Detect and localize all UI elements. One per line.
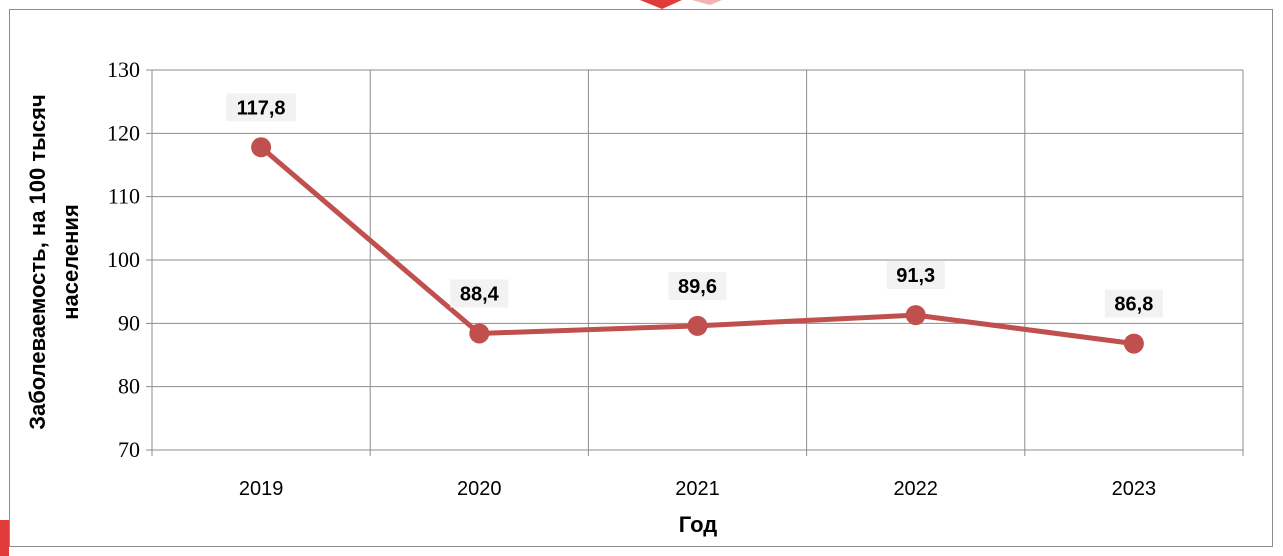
data-labels: 117,8 88,4 89,6 91,3 86,8 xyxy=(226,93,1163,318)
data-point-2020 xyxy=(469,323,490,344)
data-point-2021 xyxy=(687,315,708,336)
data-label-bg-2022 xyxy=(886,261,945,290)
x-axis-title: Год xyxy=(679,512,718,537)
decorative-corner-top-shape xyxy=(640,0,722,9)
x-tick-label-2023: 2023 xyxy=(1112,478,1157,500)
data-label-bg-2021 xyxy=(668,271,727,300)
series-group xyxy=(251,137,1144,354)
decorative-corner-left-shape xyxy=(0,520,9,556)
y-axis-title: Заболеваемость, на 100 тысяч населения xyxy=(25,94,83,430)
decorative-corner-top xyxy=(622,0,722,9)
data-label-2021: 89,6 xyxy=(678,276,717,298)
data-point-2019 xyxy=(251,137,272,158)
data-label-2022: 91,3 xyxy=(896,265,935,287)
y-tick-label-130: 130 xyxy=(107,57,140,82)
x-tick-label-2022: 2022 xyxy=(893,478,938,500)
data-label-bg-2019 xyxy=(226,93,296,122)
data-label-bg-2023 xyxy=(1104,289,1163,318)
grid-lines xyxy=(146,69,1244,456)
data-point-2022 xyxy=(905,305,926,326)
y-tick-label-90: 90 xyxy=(118,310,140,335)
y-tick-label-110: 110 xyxy=(108,184,140,209)
y-tick-label-120: 120 xyxy=(107,120,140,145)
data-label-bg-2020 xyxy=(450,279,509,308)
chart-frame xyxy=(9,9,1273,547)
x-tick-label-2019: 2019 xyxy=(239,478,284,500)
y-axis-title-line-1: Заболеваемость, на 100 тысяч xyxy=(25,94,50,430)
y-axis-title-line-2: населения xyxy=(58,204,83,320)
y-tick-label-70: 70 xyxy=(118,437,140,462)
y-axis-ticks: 70 80 90 100 110 120 130 xyxy=(107,57,140,462)
decorative-corner-left xyxy=(0,520,9,556)
x-tick-label-2020: 2020 xyxy=(457,478,502,500)
data-point-2023 xyxy=(1123,333,1144,354)
x-axis-ticks: 2019 2020 2021 2022 2023 xyxy=(239,478,1156,500)
y-tick-label-100: 100 xyxy=(107,247,140,272)
x-tick-label-2021: 2021 xyxy=(675,478,720,500)
data-label-2019: 117,8 xyxy=(237,97,286,119)
data-label-2020: 88,4 xyxy=(460,283,500,305)
data-label-2023: 86,8 xyxy=(1114,294,1153,316)
y-tick-label-80: 80 xyxy=(118,374,140,399)
series-line-0 xyxy=(259,145,1135,347)
